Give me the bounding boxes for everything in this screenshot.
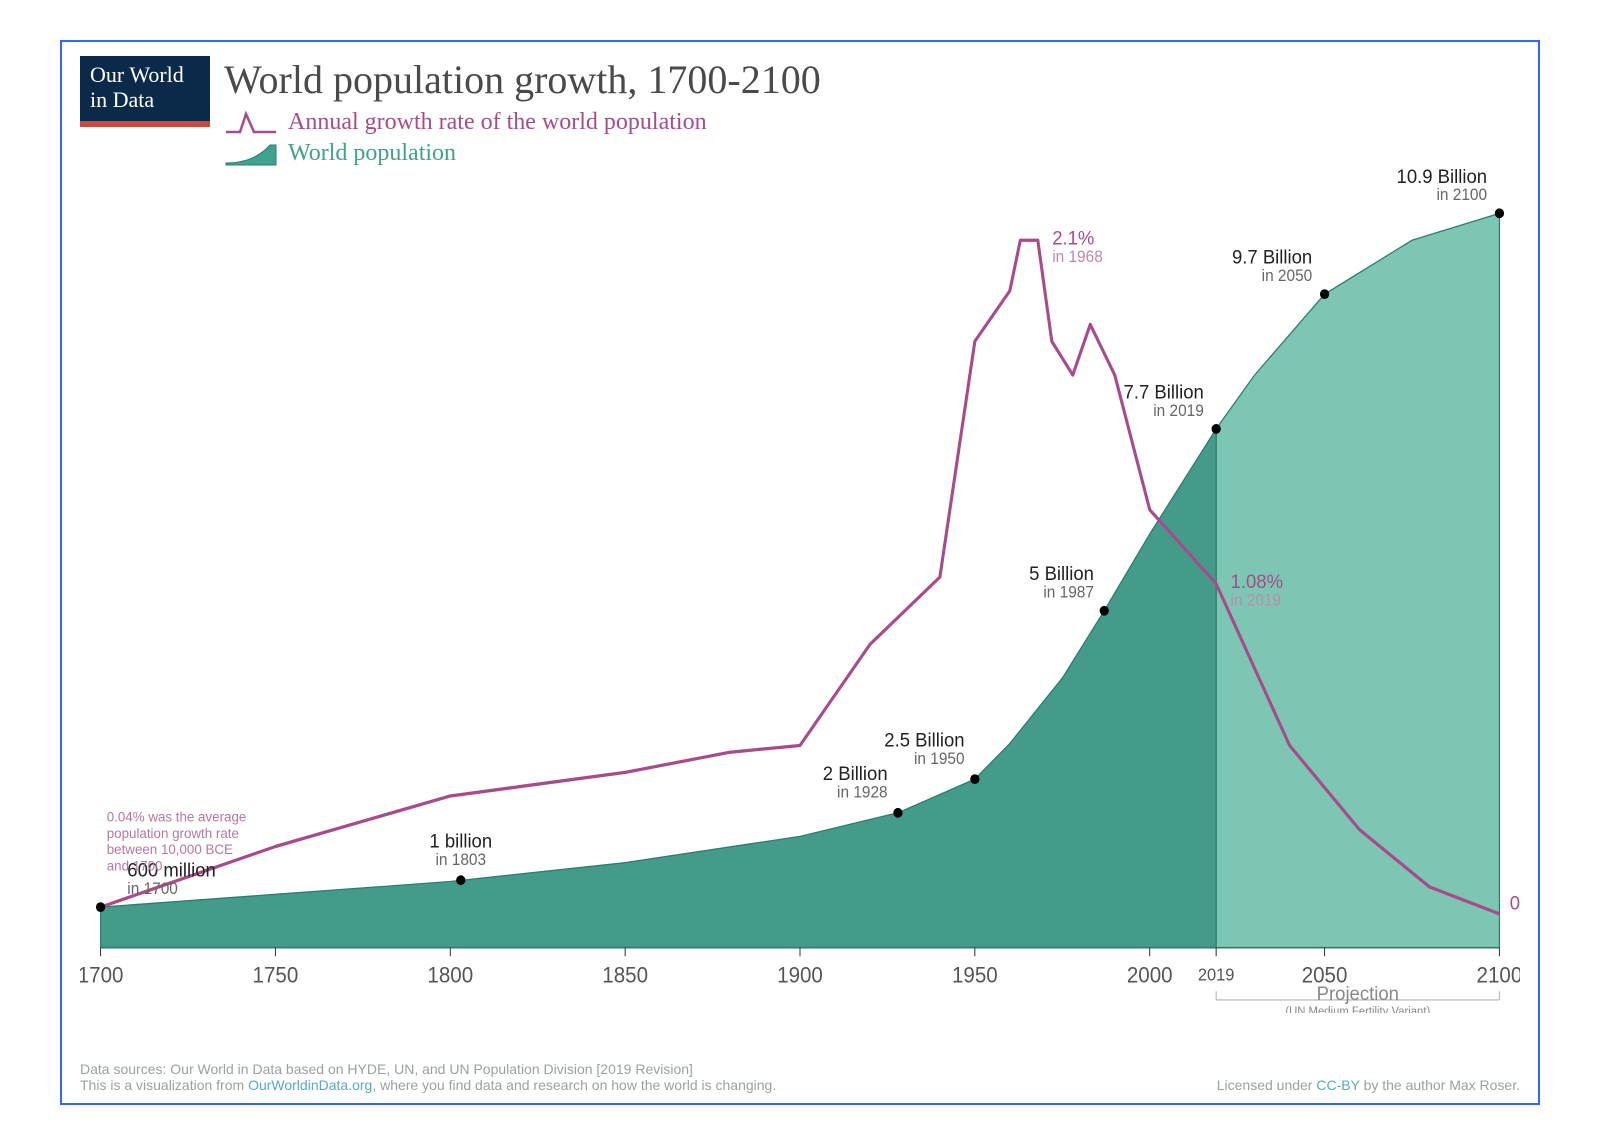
- early-rate-note: between 10,000 BCE: [107, 842, 233, 857]
- page-frame: Our World in Data World population growt…: [0, 0, 1600, 1145]
- population-marker: [970, 774, 979, 784]
- projection-label: Projection: [1317, 983, 1399, 1005]
- chart-title: World population growth, 1700-2100: [224, 56, 1520, 103]
- population-annotation-sub: in 2019: [1153, 402, 1204, 419]
- population-annotation: 9.7 Billion: [1232, 247, 1312, 269]
- chart-card: Our World in Data World population growt…: [60, 40, 1540, 1105]
- population-annotation-sub: in 2050: [1262, 268, 1313, 285]
- footer-left: Data sources: Our World in Data based on…: [80, 1061, 776, 1093]
- population-marker: [456, 875, 465, 885]
- population-annotation-sub: in 1950: [914, 750, 965, 767]
- population-annotation-sub: in 2100: [1437, 187, 1488, 204]
- footer-source: Data sources: Our World in Data based on…: [80, 1061, 776, 1077]
- early-rate-note: population growth rate: [107, 825, 239, 840]
- population-annotation: 2.5 Billion: [884, 730, 964, 752]
- footer-link-license[interactable]: CC-BY: [1316, 1077, 1359, 1093]
- header: Our World in Data World population growt…: [80, 56, 1520, 167]
- x-tick-label: 1900: [777, 964, 823, 988]
- population-marker: [893, 808, 902, 818]
- population-annotation: 10.9 Billion: [1397, 166, 1488, 188]
- x-tick-label: 1800: [427, 964, 473, 988]
- logo-underline: [80, 121, 210, 127]
- population-annotation: 2 Billion: [823, 764, 888, 786]
- x-tick-label-2019: 2019: [1198, 965, 1235, 985]
- population-annotation-sub: in 1987: [1043, 584, 1094, 601]
- population-annotation-sub: in 1928: [837, 784, 888, 801]
- legend: Annual growth rate of the world populati…: [224, 109, 1520, 167]
- legend-growth: Annual growth rate of the world populati…: [224, 109, 1520, 136]
- x-tick-label: 1850: [602, 964, 648, 988]
- logo-line1: Our World: [90, 62, 184, 87]
- population-annotation: 7.7 Billion: [1124, 382, 1204, 404]
- x-tick-label: 2100: [1477, 964, 1520, 988]
- projection-sublabel: (UN Medium Fertility Variant): [1285, 1005, 1430, 1013]
- logo-text: Our World in Data: [80, 56, 210, 121]
- legend-growth-icon: [224, 110, 278, 136]
- legend-growth-label: Annual growth rate of the world populati…: [288, 109, 707, 136]
- x-tick-label: 2000: [1127, 964, 1173, 988]
- early-rate-note: 0.04% was the average: [107, 809, 247, 824]
- logo-line2: in Data: [90, 87, 154, 112]
- chart-area: 1700175018001850190019502000205021002019…: [80, 162, 1520, 1013]
- chart-svg: 1700175018001850190019502000205021002019…: [80, 162, 1520, 1013]
- x-tick-label: 1700: [80, 964, 123, 988]
- footer-link-owid[interactable]: OurWorldinData.org: [248, 1077, 372, 1093]
- growth-annotation-sub: in 2019: [1231, 592, 1282, 609]
- x-tick-label: 1750: [253, 964, 299, 988]
- population-annotation: 1 billion: [429, 831, 492, 853]
- footer-desc: This is a visualization from OurWorldinD…: [80, 1077, 776, 1093]
- owid-logo: Our World in Data: [80, 56, 210, 127]
- growth-annotation: 2.1%: [1052, 228, 1094, 250]
- population-annotation-sub: in 1700: [127, 881, 178, 898]
- footer-right: Licensed under CC-BY by the author Max R…: [1217, 1077, 1520, 1093]
- population-marker: [1100, 606, 1109, 616]
- population-marker: [1212, 424, 1221, 434]
- population-annotation: 5 Billion: [1029, 564, 1094, 586]
- growth-annotation: 1.08%: [1231, 572, 1284, 594]
- population-marker: [96, 902, 105, 912]
- growth-annotation: 0.1%: [1510, 893, 1520, 915]
- growth-annotation-sub: in 1968: [1052, 249, 1103, 266]
- title-block: World population growth, 1700-2100 Annua…: [224, 56, 1520, 167]
- population-annotation-sub: in 1803: [435, 852, 486, 869]
- population-marker: [1320, 289, 1329, 299]
- population-marker: [1495, 208, 1504, 218]
- population-area-historical: [101, 429, 1217, 948]
- footer: Data sources: Our World in Data based on…: [80, 1061, 1520, 1093]
- early-rate-note: and 1700: [107, 858, 163, 873]
- x-tick-label: 1950: [952, 964, 998, 988]
